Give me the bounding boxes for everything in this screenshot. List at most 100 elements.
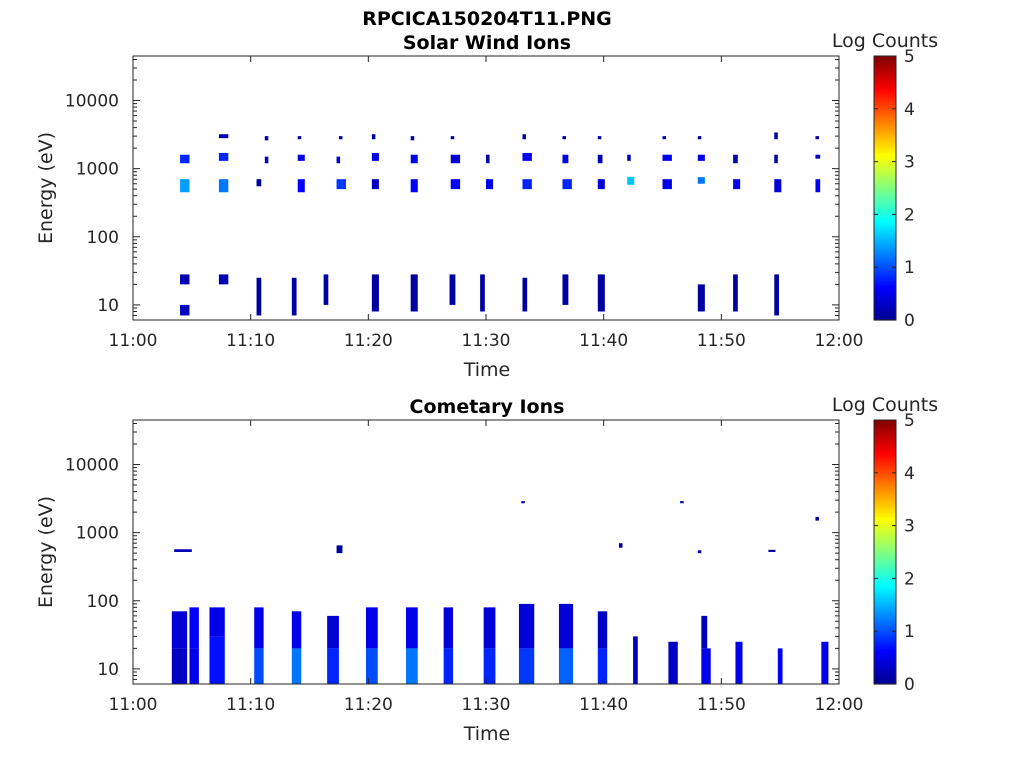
colorbar-segment bbox=[874, 611, 896, 615]
y-tick-label: 100 bbox=[87, 592, 119, 612]
colorbar-segment bbox=[874, 655, 896, 659]
colorbar-segment bbox=[874, 481, 896, 485]
colorbar-segment bbox=[874, 457, 896, 461]
colorbar-segment bbox=[874, 269, 896, 273]
heatmap-cell bbox=[410, 154, 418, 164]
x-ticks-cometary: 11:00 11:10 11:20 11:30 11:40 11:50 12:00 bbox=[109, 420, 864, 715]
colorbar-segment bbox=[874, 494, 896, 498]
heatmap-cells-cometary bbox=[171, 501, 829, 684]
heatmap-cell bbox=[518, 603, 535, 649]
colorbar-segment bbox=[874, 670, 896, 674]
colorbar-segment bbox=[874, 289, 896, 292]
heatmap-cells-solar-wind bbox=[180, 132, 821, 316]
colorbar-segment bbox=[874, 89, 896, 92]
colorbar-segment bbox=[874, 317, 896, 321]
heatmap-cell bbox=[697, 154, 705, 161]
heatmap-cell bbox=[264, 136, 269, 141]
colorbar-segment bbox=[874, 311, 896, 314]
colorbar-segment bbox=[874, 523, 896, 527]
heatmap-cell bbox=[327, 648, 339, 684]
colorbar-segment bbox=[874, 519, 896, 522]
heatmap-cell bbox=[662, 136, 667, 140]
heatmap-cell bbox=[209, 607, 225, 637]
colorbar-segment bbox=[874, 71, 896, 75]
colorbar-segment bbox=[874, 243, 896, 246]
heatmap-cell bbox=[218, 274, 229, 285]
heatmap-cell bbox=[733, 179, 741, 190]
colorbar-segment bbox=[874, 578, 896, 582]
heatmap-cell bbox=[558, 603, 574, 649]
colorbar-segment bbox=[874, 516, 896, 520]
heatmap-cell bbox=[774, 274, 779, 316]
colorbar-segment bbox=[874, 196, 896, 200]
colorbar-segment bbox=[874, 468, 896, 472]
heatmap-cell bbox=[697, 284, 705, 312]
colorbar-segment bbox=[874, 653, 896, 656]
heatmap-cell bbox=[338, 136, 343, 140]
colorbar-segment bbox=[874, 659, 896, 663]
colorbar-segment bbox=[874, 600, 896, 604]
colorbar-segment bbox=[874, 675, 896, 678]
colorbar-segment bbox=[874, 265, 896, 268]
colorbar-segment bbox=[874, 664, 896, 667]
colorbar-segment bbox=[874, 276, 896, 279]
colorbar-segment bbox=[874, 62, 896, 66]
colorbar-segment bbox=[874, 545, 896, 549]
colorbar-tick-label: 1 bbox=[904, 258, 915, 278]
colorbar-segment bbox=[874, 556, 896, 560]
colorbar-segment bbox=[874, 624, 896, 628]
heatmap-cell bbox=[627, 154, 631, 161]
heatmap-cell bbox=[815, 179, 821, 193]
heatmap-cell bbox=[410, 136, 415, 141]
heatmap-cell bbox=[633, 636, 638, 684]
colorbar-segment bbox=[874, 218, 896, 222]
colorbar-segment bbox=[874, 271, 896, 275]
colorbar-segment bbox=[874, 91, 896, 94]
heatmap-cell bbox=[733, 274, 738, 312]
colorbar-segment bbox=[874, 642, 896, 645]
heatmap-cell bbox=[815, 136, 819, 140]
colorbar-segment bbox=[874, 490, 896, 494]
heatmap-cell bbox=[774, 132, 778, 140]
heatmap-cell bbox=[336, 179, 346, 190]
colorbar-segment bbox=[874, 302, 896, 306]
colorbar-segment bbox=[874, 681, 896, 685]
colorbar-segment bbox=[874, 166, 896, 169]
x-axis-label-solar-wind: Time bbox=[463, 359, 511, 381]
colorbar-segment bbox=[874, 433, 896, 436]
heatmap-cell bbox=[662, 179, 672, 190]
x-ticks-solar-wind: 11:00 11:10 11:20 11:30 11:40 11:50 12:00 bbox=[109, 56, 864, 351]
heatmap-cell bbox=[405, 648, 418, 684]
heatmap-cell bbox=[180, 304, 190, 316]
colorbar-segment bbox=[874, 541, 896, 544]
heatmap-cell bbox=[680, 501, 684, 504]
heatmap-cell bbox=[562, 136, 567, 140]
colorbar-segment bbox=[874, 448, 896, 452]
x-tick-label: 11:10 bbox=[226, 695, 275, 715]
heatmap-cell bbox=[522, 134, 527, 140]
heatmap-cell bbox=[365, 648, 378, 684]
heatmap-cell bbox=[774, 154, 778, 164]
y-tick-label: 10 bbox=[97, 296, 119, 316]
colorbar-segment bbox=[874, 293, 896, 297]
heatmap-cell bbox=[521, 501, 525, 504]
colorbar-segment bbox=[874, 93, 896, 97]
colorbar-segment bbox=[874, 159, 896, 163]
colorbar-segment bbox=[874, 525, 896, 529]
x-tick-label: 11:10 bbox=[226, 331, 275, 351]
heatmap-cell bbox=[189, 648, 199, 684]
colorbar-segment bbox=[874, 212, 896, 215]
colorbar-segment bbox=[874, 82, 896, 86]
colorbar-segment bbox=[874, 662, 896, 665]
x-tick-label: 11:20 bbox=[344, 331, 393, 351]
y-tick-label: 1000 bbox=[76, 160, 119, 180]
colorbar-segment bbox=[874, 472, 896, 476]
colorbar-segment bbox=[874, 315, 896, 319]
colorbar-segment bbox=[874, 306, 896, 310]
colorbar-segment bbox=[874, 477, 896, 480]
x-tick-label: 11:00 bbox=[109, 695, 158, 715]
colorbar-segment bbox=[874, 247, 896, 251]
colorbar-segment bbox=[874, 609, 896, 612]
colorbar-segment bbox=[874, 155, 896, 158]
colorbar-segment bbox=[874, 563, 896, 566]
